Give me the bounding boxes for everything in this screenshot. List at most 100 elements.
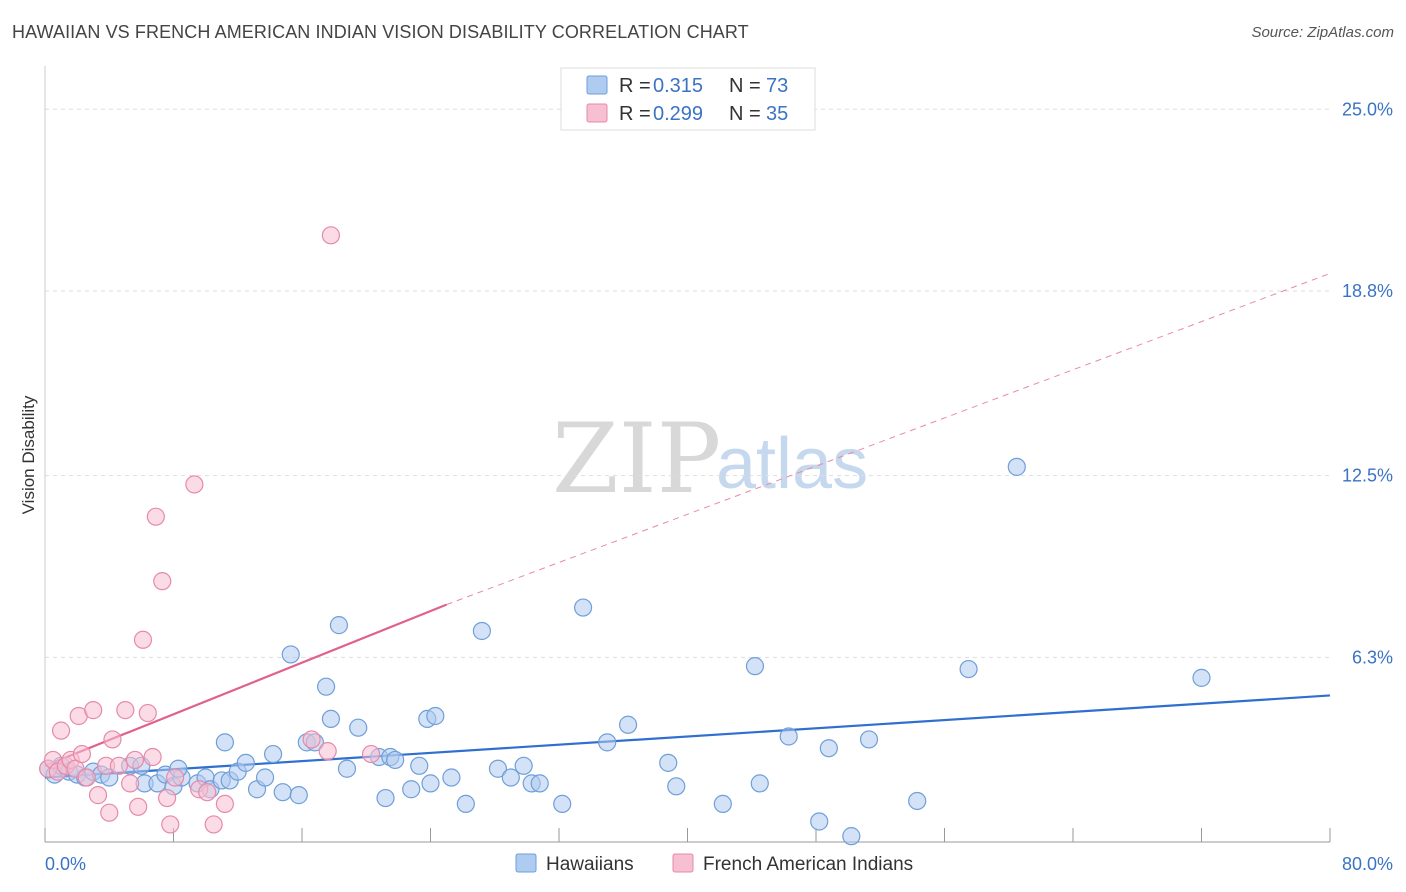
point-french-american-indians-3: [51, 721, 71, 740]
legend-n-value-2: 35: [766, 103, 788, 125]
point-hawaiians-72: [1192, 668, 1211, 687]
point-french-american-indians-24: [153, 572, 172, 591]
point-hawaiians-30: [289, 786, 308, 805]
point-french-american-indians-15: [109, 756, 128, 775]
point-hawaiians-52: [514, 756, 533, 775]
point-french-american-indians-13: [100, 803, 119, 822]
x-tick-label-max: 80.0%: [1342, 854, 1393, 874]
point-hawaiians-28: [273, 783, 292, 802]
bottom-legend-swatch-hawaiians: [515, 853, 537, 873]
axes: [44, 66, 1331, 843]
legend-r-label-1: R =: [619, 75, 651, 97]
point-french-american-indians-23: [146, 507, 165, 526]
y-tick-label-0: 6.3%: [1352, 647, 1393, 667]
point-hawaiians-67: [842, 827, 861, 846]
point-hawaiians-21: [215, 733, 234, 752]
point-hawaiians-46: [426, 706, 445, 726]
y-tick-label-2: 18.8%: [1342, 281, 1393, 301]
point-hawaiians-40: [376, 788, 395, 808]
point-hawaiians-63: [750, 774, 769, 793]
point-hawaiians-29: [281, 645, 300, 664]
point-hawaiians-57: [598, 733, 617, 752]
point-hawaiians-68: [859, 730, 879, 749]
chart-title: HAWAIIAN VS FRENCH AMERICAN INDIAN VISIO…: [12, 22, 749, 42]
point-hawaiians-49: [472, 621, 491, 641]
legend-n-label-2: N =: [729, 103, 761, 125]
point-hawaiians-33: [316, 677, 336, 696]
point-hawaiians-56: [573, 598, 593, 617]
bottom-legend-swatch-french-american-indians: [672, 853, 694, 873]
x-tick-labels: 0.0% 80.0%: [45, 854, 1393, 874]
point-french-american-indians-20: [133, 630, 153, 649]
point-french-american-indians-18: [125, 750, 145, 770]
point-hawaiians-47: [442, 768, 461, 787]
y-axis-label: Vision Disability: [19, 395, 38, 514]
legend-n-value-1: 73: [766, 75, 788, 97]
trend-line-hawaiians: [44, 694, 1331, 779]
point-french-american-indians-14: [103, 730, 122, 749]
point-french-american-indians-32: [215, 794, 234, 814]
point-hawaiians-37: [349, 718, 368, 737]
point-hawaiians-48: [456, 794, 475, 814]
point-french-american-indians-9: [77, 768, 96, 787]
point-hawaiians-58: [618, 715, 638, 734]
legend-r-label-2: R =: [619, 103, 651, 125]
legend-n-label-1: N =: [729, 75, 761, 97]
point-french-american-indians-30: [198, 783, 217, 802]
point-hawaiians-61: [713, 794, 732, 814]
point-french-american-indians-17: [121, 774, 140, 793]
point-french-american-indians-33: [302, 730, 321, 749]
watermark-zip: ZIP: [552, 403, 721, 515]
legend-swatch-french-american-indians: [586, 103, 608, 123]
point-french-american-indians-21: [138, 703, 157, 723]
y-tick-label-1: 12.5%: [1342, 466, 1393, 486]
point-hawaiians-26: [255, 768, 275, 787]
bottom-legend: Hawaiians French American Indians: [515, 853, 913, 875]
point-french-american-indians-25: [157, 788, 177, 808]
grid-lines: [45, 108, 1330, 658]
point-hawaiians-36: [329, 616, 349, 635]
point-french-american-indians-34: [318, 742, 337, 761]
point-hawaiians-59: [659, 753, 678, 772]
watermark: ZIP atlas: [552, 403, 868, 515]
bottom-legend-french-american-indians: French American Indians: [703, 854, 913, 875]
x-tick-label-min: 0.0%: [45, 854, 86, 874]
legend-r-value-1: 0.315: [653, 75, 703, 97]
point-french-american-indians-36: [361, 744, 381, 764]
point-hawaiians-65: [810, 812, 829, 831]
point-hawaiians-70: [959, 659, 978, 679]
point-hawaiians-62: [745, 657, 765, 676]
point-hawaiians-43: [410, 756, 429, 775]
point-hawaiians-71: [1007, 457, 1026, 476]
data-points: [39, 226, 1211, 846]
point-hawaiians-35: [337, 759, 357, 778]
point-french-american-indians-35: [321, 226, 341, 245]
y-tick-label-3: 25.0%: [1342, 99, 1393, 119]
watermark-atlas: atlas: [716, 424, 868, 504]
point-french-american-indians-28: [185, 475, 204, 494]
point-french-american-indians-26: [161, 815, 180, 834]
point-hawaiians-55: [553, 794, 572, 814]
point-french-american-indians-11: [88, 786, 108, 805]
point-hawaiians-64: [779, 727, 798, 746]
trend-lines: [44, 272, 1331, 779]
point-hawaiians-54: [530, 774, 549, 793]
y-tick-labels: 6.3% 12.5% 18.8% 25.0%: [1342, 99, 1393, 667]
top-legend: R = 0.315 N = 73 R = 0.299 N = 35: [560, 67, 816, 131]
point-hawaiians-69: [908, 791, 927, 811]
point-french-american-indians-31: [204, 815, 223, 834]
point-hawaiians-27: [263, 744, 283, 764]
point-hawaiians-45: [421, 774, 440, 793]
point-hawaiians-42: [402, 780, 421, 799]
legend-r-value-2: 0.299: [653, 103, 703, 125]
point-french-american-indians-19: [129, 797, 148, 816]
legend-swatch-hawaiians: [586, 75, 608, 95]
trend-line-french-american-indians-extension: [446, 272, 1331, 606]
point-hawaiians-34: [321, 709, 341, 729]
bottom-legend-hawaiians: Hawaiians: [546, 854, 634, 875]
chart-source: Source: ZipAtlas.com: [1251, 24, 1394, 41]
point-french-american-indians-8: [72, 744, 92, 764]
point-hawaiians-50: [488, 759, 508, 778]
point-hawaiians-41: [386, 750, 405, 770]
